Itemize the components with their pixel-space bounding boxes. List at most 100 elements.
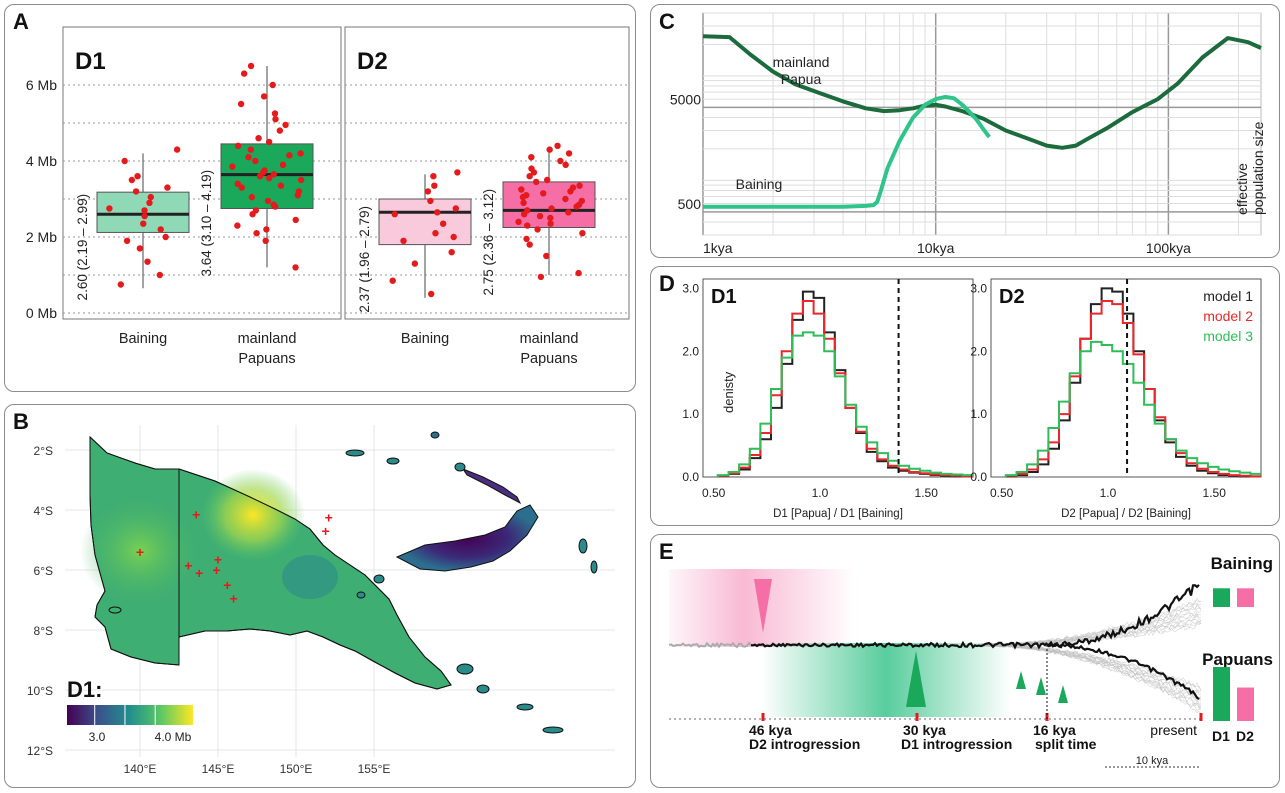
data-point (389, 277, 396, 284)
y-tick-label: 2.0 (682, 344, 699, 358)
x-tick-label: 1.50 (1203, 486, 1227, 500)
d1-bar (1213, 588, 1230, 607)
x-tick-label: 10kya (917, 240, 955, 256)
latitude-label: 6°S (34, 564, 53, 578)
replicate-trace (980, 643, 1202, 709)
event-label: split time (1035, 736, 1097, 752)
data-point (156, 271, 164, 279)
series-line-baining (703, 94, 991, 209)
data-point (247, 146, 255, 153)
scale-bar-label: 10 kya (1136, 755, 1169, 767)
small-island (542, 726, 564, 734)
event-tick (761, 713, 765, 721)
facet-d1: D1 0.50 1.0 1.50 D1 [Papua] / D1 [Baining] 0.… (682, 278, 974, 520)
data-point (141, 207, 148, 214)
sample-site-marker: + (223, 577, 231, 593)
replicate-trace (980, 643, 1202, 712)
data-point (234, 222, 241, 229)
facet-title: D1 (75, 48, 106, 75)
event-time: 30 kya (903, 722, 946, 738)
facet-frame (702, 278, 974, 478)
data-point (272, 116, 279, 123)
data-point (540, 190, 547, 197)
event-tick (1199, 713, 1203, 721)
data-point (263, 226, 270, 233)
panel-label-c: C (659, 9, 675, 34)
y-tick-label: 2 Mb (26, 229, 57, 245)
latitude-label: 2°S (34, 444, 53, 458)
panel-label-a: A (13, 9, 29, 34)
data-point (144, 258, 151, 265)
data-point (292, 216, 299, 224)
small-island (590, 560, 598, 574)
small-island (454, 462, 466, 472)
data-point (548, 205, 555, 212)
data-point (164, 184, 171, 191)
data-point (255, 135, 262, 142)
data-point (523, 192, 530, 199)
papuan-trace (1046, 643, 1200, 701)
y-tick-label: 6 Mb (26, 77, 57, 93)
data-point (245, 154, 252, 161)
data-point (265, 138, 273, 146)
data-point (526, 241, 533, 248)
facet-title: D1 (711, 286, 737, 308)
longitude-label: 140°E (124, 762, 157, 776)
legend-entry: model 3 (1203, 328, 1253, 344)
data-point (248, 193, 256, 201)
x-axis-label: D2 [Papua] / D2 [Baining] (1061, 508, 1191, 520)
x-tick-label: 0.50 (990, 486, 1014, 500)
small-island (476, 684, 490, 694)
data-point (557, 157, 564, 165)
data-point (546, 146, 553, 153)
small-island (345, 449, 365, 457)
data-point (547, 220, 554, 227)
event-label: D2 introgression (749, 736, 860, 752)
legend-title: D1: (67, 677, 102, 702)
data-point (434, 209, 441, 216)
data-point (252, 157, 259, 165)
data-point (173, 146, 181, 153)
data-point (260, 93, 268, 100)
box-annotation: 3.64 (3.10 – 4.19) (199, 170, 214, 277)
d1-pulse-small (1036, 677, 1046, 695)
small-island (430, 431, 440, 439)
data-point (270, 201, 277, 208)
data-point (450, 233, 457, 241)
data-point (234, 142, 242, 149)
event-time: 16 kya (1033, 722, 1076, 738)
legend-tick-label: 4.0 Mb (155, 730, 192, 744)
panel-e: E 46 kya 30 kya 16 kya D2 introgression D1 i… (650, 534, 1280, 788)
box-annotation: 2.75 (2.36 – 3.12) (481, 189, 496, 296)
panel-c: C 1kya 10kya 100kya 500 5000 mainland Papua Bai… (650, 4, 1280, 258)
data-point (279, 161, 287, 168)
y-tick-label: 0.0 (682, 470, 699, 484)
longitude-label: 155°E (358, 762, 391, 776)
data-point (515, 218, 522, 225)
series-label-baining: Baining (736, 176, 783, 192)
small-island (108, 606, 122, 614)
longitude-label: 150°E (280, 762, 313, 776)
small-island (386, 457, 400, 465)
bar-label: D2 (1236, 728, 1254, 744)
new-ireland-island (461, 467, 522, 505)
longitude-label: 145°E (202, 762, 235, 776)
series-label-papua: mainland Papua (773, 54, 830, 87)
data-point (524, 222, 531, 229)
data-point (128, 176, 136, 184)
data-point (269, 81, 276, 89)
panel-label-b: B (13, 409, 29, 434)
data-point (524, 207, 531, 214)
facet-d2: D2 2.37 (1.96 – 2.79) 2.75 (2.36 – 3.12) (344, 26, 630, 320)
data-point (106, 205, 113, 212)
bar-label: D1 (1212, 728, 1230, 744)
y-tick-label: 1.0 (970, 407, 987, 421)
data-point (534, 226, 541, 233)
data-point (547, 214, 554, 222)
data-point (117, 281, 125, 288)
y-tick-label: 2.0 (970, 344, 987, 358)
histogram-model-3 (716, 331, 973, 477)
data-point (271, 110, 279, 117)
y-tick-label: 3.0 (970, 281, 987, 295)
